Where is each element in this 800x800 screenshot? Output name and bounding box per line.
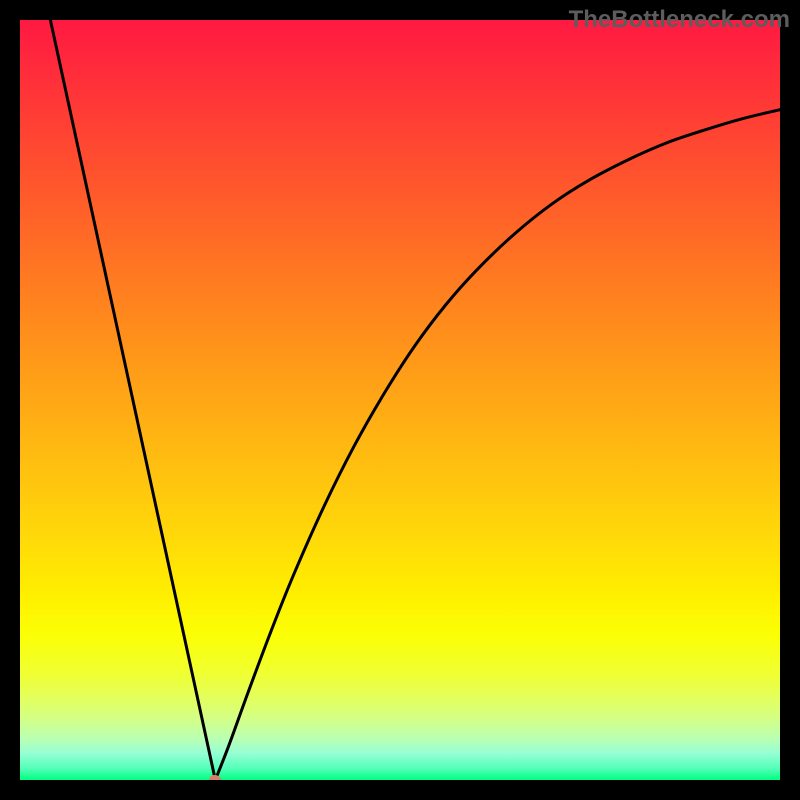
watermark-text: TheBottleneck.com (569, 6, 790, 34)
bottleneck-chart (20, 20, 780, 780)
